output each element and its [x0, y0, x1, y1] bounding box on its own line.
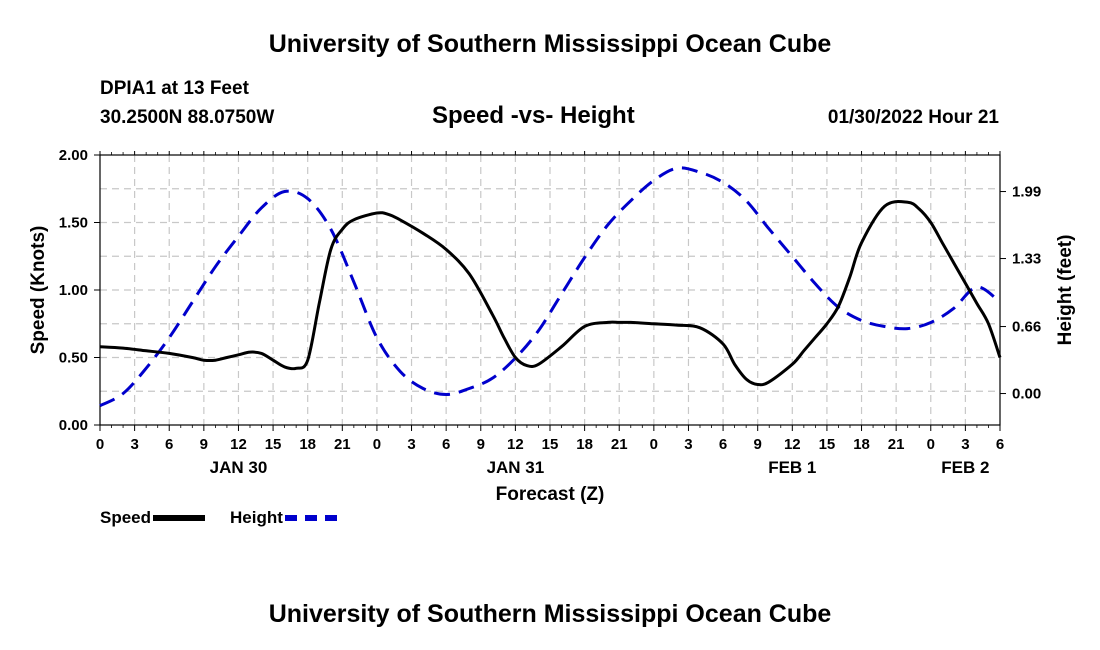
y-tick-label: 1.50 — [59, 215, 88, 232]
x-axis-title: Forecast (Z) — [496, 484, 605, 505]
series-layer — [99, 166, 1002, 408]
date-label: JAN 31 — [487, 458, 545, 477]
date-label: FEB 2 — [941, 458, 989, 477]
x-tick-label: 15 — [265, 436, 282, 453]
y-tick-label: 0.50 — [59, 350, 88, 367]
x-tick-label: 21 — [334, 436, 351, 453]
x-tick-label: 6 — [996, 436, 1004, 453]
y2-tick-label: 1.33 — [1012, 251, 1041, 268]
height-series-line — [99, 166, 1001, 408]
x-tick-label: 9 — [754, 436, 762, 453]
x-tick-label: 15 — [542, 436, 559, 453]
x-tick-label: 6 — [442, 436, 450, 453]
x-tick-label: 6 — [719, 436, 727, 453]
timestamp-label: 01/30/2022 Hour 21 — [827, 107, 999, 128]
footer-title: University of Southern Mississippi Ocean… — [268, 600, 832, 628]
chart-title: Speed -vs- Height — [432, 102, 635, 129]
legend-speed: Speed — [100, 508, 206, 528]
date-label: FEB 1 — [768, 458, 816, 477]
x-tick-label: 0 — [650, 436, 658, 453]
axes-layer: 0 3 6 9 12 15 18 21 0 3 6 9 12 15 18 21 0 3 6 9 12 15 18 21 0 3 6 J… — [59, 147, 1041, 477]
y2-tick-label: 0.00 — [1012, 386, 1041, 403]
x-tick-label: 9 — [200, 436, 208, 453]
speed-series-line — [99, 200, 1002, 387]
y2-axis-title: Height (feet) — [1055, 235, 1076, 346]
y-tick-label: 1.00 — [59, 282, 88, 299]
x-tick-label: 18 — [853, 436, 870, 453]
legend-height-swatch — [284, 515, 337, 521]
y2-tick-label: 1.99 — [1012, 184, 1041, 201]
x-tick-label: 12 — [230, 436, 247, 453]
grid-layer — [100, 155, 1000, 425]
x-tick-label: 12 — [784, 436, 801, 453]
x-tick-label: 0 — [96, 436, 104, 453]
x-tick-label: 18 — [576, 436, 593, 453]
x-tick-label: 21 — [888, 436, 905, 453]
x-tick-label: 21 — [611, 436, 628, 453]
y-axis-title: Speed (Knots) — [28, 226, 49, 355]
x-tick-label: 3 — [961, 436, 969, 453]
legend-speed-label: Speed — [100, 508, 152, 527]
main-title: University of Southern Mississippi Ocean… — [268, 30, 832, 58]
x-tick-label: 12 — [507, 436, 524, 453]
x-tick-label: 15 — [819, 436, 836, 453]
x-tick-label: 0 — [373, 436, 381, 453]
legend-height-label: Height — [230, 508, 283, 527]
x-tick-label: 9 — [477, 436, 485, 453]
x-tick-label: 0 — [927, 436, 935, 453]
legend-speed-swatch — [153, 515, 206, 521]
x-tick-label: 18 — [299, 436, 316, 453]
x-tick-label: 3 — [407, 436, 415, 453]
y2-tick-label: 0.66 — [1012, 319, 1041, 336]
y-tick-label: 0.00 — [59, 417, 88, 434]
x-tick-label: 3 — [130, 436, 138, 453]
date-label: JAN 30 — [210, 458, 268, 477]
station-label: DPIA1 at 13 Feet — [100, 78, 249, 99]
x-tick-label: 6 — [165, 436, 173, 453]
legend-height: Height — [230, 508, 337, 528]
x-tick-label: 3 — [684, 436, 692, 453]
coordinates-label: 30.2500N 88.0750W — [100, 107, 275, 128]
y-tick-label: 2.00 — [59, 147, 88, 164]
